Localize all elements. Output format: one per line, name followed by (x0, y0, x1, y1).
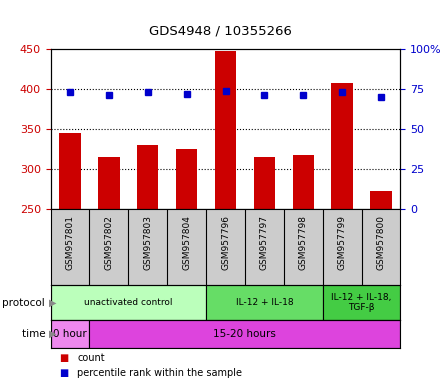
Text: ▶: ▶ (49, 298, 57, 308)
Text: GDS4948 / 10355266: GDS4948 / 10355266 (149, 25, 291, 38)
Text: GSM957804: GSM957804 (182, 215, 191, 270)
Text: GSM957802: GSM957802 (104, 215, 114, 270)
Bar (331, 83, 353, 209)
Text: unactivated control: unactivated control (84, 298, 172, 307)
Text: GSM957797: GSM957797 (260, 215, 269, 270)
Text: ■: ■ (59, 353, 69, 363)
Bar (98, 157, 120, 209)
Bar (51, 285, 206, 320)
Bar (206, 285, 323, 320)
Bar (370, 191, 392, 209)
Bar (176, 149, 197, 209)
Bar (137, 145, 158, 209)
Bar (59, 133, 81, 209)
Text: protocol: protocol (2, 298, 48, 308)
Bar (51, 320, 89, 348)
Bar (89, 320, 400, 348)
Bar (323, 285, 400, 320)
Text: time: time (22, 329, 48, 339)
Text: 0 hour: 0 hour (53, 329, 87, 339)
Text: 15-20 hours: 15-20 hours (213, 329, 276, 339)
Text: GSM957799: GSM957799 (337, 215, 347, 270)
Text: GSM957800: GSM957800 (377, 215, 385, 270)
Text: IL-12 + IL-18: IL-12 + IL-18 (235, 298, 293, 307)
Text: ▶: ▶ (49, 329, 57, 339)
Bar (293, 155, 314, 209)
Text: count: count (77, 353, 105, 363)
Bar (254, 157, 275, 209)
Text: GSM957798: GSM957798 (299, 215, 308, 270)
Text: percentile rank within the sample: percentile rank within the sample (77, 368, 242, 378)
Text: GSM957796: GSM957796 (221, 215, 230, 270)
Text: GSM957803: GSM957803 (143, 215, 152, 270)
Bar (215, 51, 236, 209)
Text: ■: ■ (59, 368, 69, 378)
Text: IL-12 + IL-18,
TGF-β: IL-12 + IL-18, TGF-β (331, 293, 392, 312)
Text: GSM957801: GSM957801 (66, 215, 74, 270)
